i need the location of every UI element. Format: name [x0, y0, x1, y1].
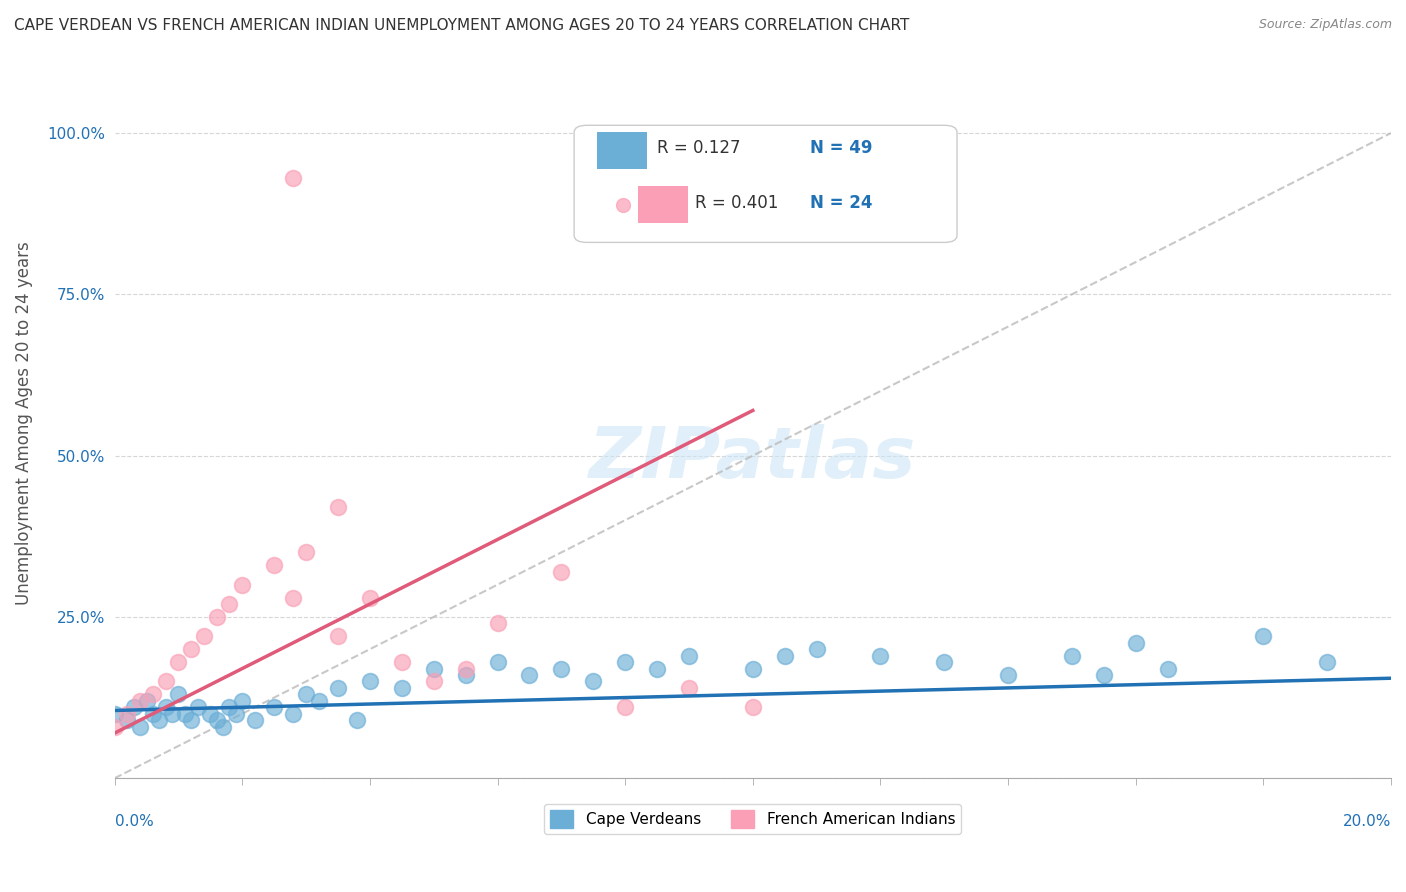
Point	[326, 629, 349, 643]
Text: ZIPatlas: ZIPatlas	[589, 425, 917, 493]
Point	[173, 706, 195, 721]
Point	[187, 700, 209, 714]
Point	[326, 681, 349, 695]
Point	[308, 694, 330, 708]
Point	[1316, 655, 1339, 669]
Point	[205, 713, 228, 727]
Point	[225, 706, 247, 721]
Point	[422, 674, 444, 689]
Point	[359, 591, 381, 605]
Point	[391, 681, 413, 695]
Point	[806, 642, 828, 657]
Point	[422, 661, 444, 675]
Point	[167, 655, 190, 669]
Point	[346, 713, 368, 727]
Point	[326, 500, 349, 515]
Point	[263, 558, 285, 573]
Point	[218, 700, 240, 714]
Legend: Cape Verdeans, French American Indians: Cape Verdeans, French American Indians	[544, 804, 962, 834]
Point	[129, 720, 152, 734]
Point	[359, 674, 381, 689]
Point	[205, 610, 228, 624]
Text: 0.0%: 0.0%	[115, 814, 153, 829]
Text: 20.0%: 20.0%	[1343, 814, 1391, 829]
Point	[1253, 629, 1275, 643]
Text: Source: ZipAtlas.com: Source: ZipAtlas.com	[1258, 18, 1392, 31]
Point	[741, 661, 763, 675]
FancyBboxPatch shape	[574, 125, 957, 243]
Point	[997, 668, 1019, 682]
Point	[454, 668, 477, 682]
Point	[231, 577, 253, 591]
Point	[486, 655, 509, 669]
Point	[614, 655, 637, 669]
Point	[550, 565, 572, 579]
Point	[167, 687, 190, 701]
Point	[645, 661, 668, 675]
Point	[614, 700, 637, 714]
Point	[283, 706, 305, 721]
Point	[550, 661, 572, 675]
FancyBboxPatch shape	[638, 186, 688, 222]
Point	[1156, 661, 1178, 675]
Point	[391, 655, 413, 669]
Point	[160, 706, 183, 721]
Point	[741, 700, 763, 714]
Text: R = 0.401: R = 0.401	[696, 194, 779, 212]
Point	[104, 720, 127, 734]
Point	[295, 687, 318, 701]
Point	[283, 591, 305, 605]
Point	[678, 648, 700, 663]
Point	[155, 674, 177, 689]
Text: CAPE VERDEAN VS FRENCH AMERICAN INDIAN UNEMPLOYMENT AMONG AGES 20 TO 24 YEARS CO: CAPE VERDEAN VS FRENCH AMERICAN INDIAN U…	[14, 18, 910, 33]
Point	[122, 700, 145, 714]
Point	[180, 642, 202, 657]
Point	[486, 616, 509, 631]
Point	[773, 648, 796, 663]
Point	[295, 545, 318, 559]
Point	[117, 713, 139, 727]
Text: R = 0.127: R = 0.127	[657, 139, 741, 157]
Point	[142, 687, 165, 701]
Point	[218, 597, 240, 611]
Point	[104, 706, 127, 721]
Point	[869, 648, 891, 663]
Point	[1060, 648, 1083, 663]
Text: N = 49: N = 49	[810, 139, 873, 157]
Point	[129, 694, 152, 708]
Point	[1092, 668, 1115, 682]
Text: N = 24: N = 24	[810, 194, 873, 212]
Point	[142, 706, 165, 721]
Point	[519, 668, 541, 682]
Point	[231, 694, 253, 708]
Point	[200, 706, 222, 721]
Point	[1125, 636, 1147, 650]
FancyBboxPatch shape	[598, 132, 647, 169]
Point	[263, 700, 285, 714]
Point	[243, 713, 266, 727]
Point	[934, 655, 956, 669]
Point	[135, 694, 157, 708]
Point	[155, 700, 177, 714]
Point	[193, 629, 215, 643]
Point	[283, 171, 305, 186]
Point	[148, 713, 170, 727]
Point	[582, 674, 605, 689]
Point	[180, 713, 202, 727]
Point	[678, 681, 700, 695]
Point	[212, 720, 235, 734]
Y-axis label: Unemployment Among Ages 20 to 24 years: Unemployment Among Ages 20 to 24 years	[15, 242, 32, 606]
Point	[454, 661, 477, 675]
Point	[117, 706, 139, 721]
